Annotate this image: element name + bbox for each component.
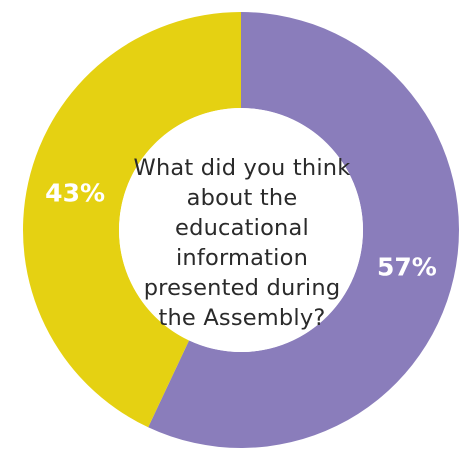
slice-label-2: 43%	[45, 178, 105, 207]
donut-slice-2	[22, 12, 242, 428]
donut-slice-1	[148, 12, 459, 448]
donut-center-hole	[119, 108, 363, 352]
slice-labels-group: 57% 43%	[45, 178, 437, 281]
center-question-text: What did you think about the educational…	[133, 154, 351, 331]
slice-label-1: 57%	[377, 253, 437, 282]
slices-group	[22, 12, 459, 448]
